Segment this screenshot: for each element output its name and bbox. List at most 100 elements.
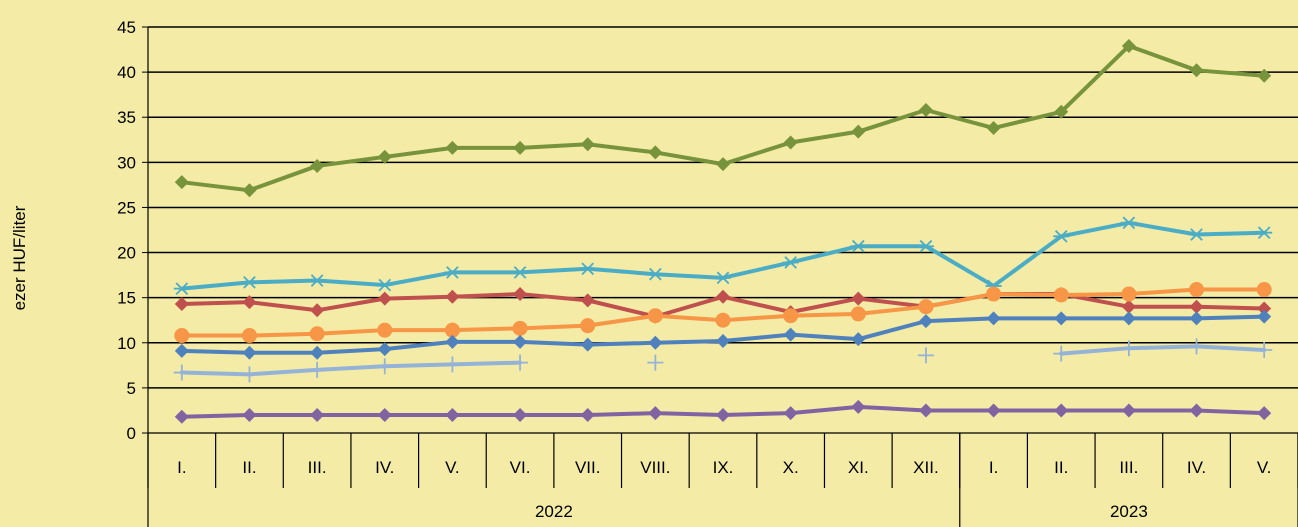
- data-point: [377, 342, 392, 357]
- data-point: [715, 312, 731, 328]
- data-point: [309, 274, 326, 287]
- x-tick-label: III.: [308, 458, 327, 477]
- data-point: [580, 337, 595, 352]
- data-point: [851, 124, 866, 139]
- data-point: [917, 347, 934, 364]
- data-point: [376, 278, 393, 292]
- series-6: [173, 338, 1273, 383]
- data-point: [174, 343, 189, 358]
- axes: [142, 26, 1298, 527]
- x-tick-label: I.: [177, 458, 186, 477]
- y-tick-label: 15: [117, 289, 136, 308]
- data-point: [1053, 229, 1070, 243]
- data-point: [309, 326, 325, 342]
- y-axis-title: ezer HUF/liter: [10, 205, 29, 310]
- y-tick-label: 20: [117, 244, 136, 263]
- data-point: [1121, 311, 1136, 326]
- x-tick-label: IX.: [713, 458, 734, 477]
- data-point: [851, 332, 866, 347]
- series-4: [174, 282, 1272, 344]
- x-tick-label: I.: [989, 458, 998, 477]
- data-point: [1054, 403, 1069, 418]
- data-point: [716, 333, 730, 348]
- data-point: [783, 327, 798, 342]
- data-point: [512, 266, 529, 279]
- data-point: [376, 358, 393, 375]
- y-tick-label: 10: [117, 334, 136, 353]
- data-point: [377, 322, 393, 338]
- x-tick-label: IV.: [375, 458, 394, 477]
- data-point: [242, 345, 257, 360]
- data-point: [986, 286, 1002, 302]
- data-point: [174, 328, 190, 344]
- data-point: [1256, 341, 1273, 358]
- data-point: [513, 140, 528, 155]
- data-point: [716, 407, 730, 422]
- data-point: [580, 318, 596, 334]
- y-tick-label: 35: [117, 108, 136, 127]
- x-tick-label: X.: [783, 458, 799, 477]
- data-point: [1121, 403, 1136, 418]
- x-tick-label: III.: [1119, 458, 1138, 477]
- data-point: [444, 356, 461, 373]
- series-5: [174, 309, 1272, 360]
- data-point: [648, 145, 663, 160]
- data-point: [716, 289, 730, 304]
- y-tick-label: 45: [117, 18, 136, 37]
- data-point: [1189, 282, 1205, 298]
- data-point: [783, 406, 798, 421]
- series-1: [174, 38, 1272, 198]
- data-point: [173, 282, 190, 295]
- data-point: [1189, 63, 1204, 78]
- data-point: [1257, 68, 1272, 83]
- x-tick-label: V.: [1257, 458, 1272, 477]
- data-point: [1257, 301, 1272, 316]
- data-point: [918, 314, 933, 329]
- data-point: [647, 308, 663, 324]
- data-point: [647, 267, 664, 281]
- data-point: [1257, 309, 1272, 324]
- data-point: [445, 289, 460, 304]
- data-point: [986, 311, 1001, 326]
- data-point: [1188, 228, 1205, 241]
- data-point: [445, 334, 460, 349]
- data-point: [309, 361, 326, 378]
- data-point: [310, 407, 325, 422]
- data-point: [513, 334, 528, 349]
- data-point: [310, 158, 325, 173]
- data-point: [918, 403, 933, 418]
- data-point: [241, 366, 258, 383]
- axis-labels: 0 5 10 15 20 25 30 35 40 45 I. II. III. IV. V. VI. VII. V…: [117, 18, 1271, 521]
- data-point: [579, 262, 596, 276]
- data-point: [1121, 38, 1136, 53]
- data-point: [174, 175, 189, 190]
- data-point: [173, 364, 190, 381]
- data-point: [1257, 406, 1272, 421]
- data-point: [1053, 345, 1070, 362]
- y-tick-label: 25: [117, 198, 136, 217]
- x-tick-label: VII.: [575, 458, 601, 477]
- data-point: [241, 328, 257, 344]
- x-tick-label: IV.: [1187, 458, 1206, 477]
- data-point: [174, 409, 189, 424]
- data-point: [850, 239, 867, 253]
- data-point: [648, 406, 663, 421]
- y-tick-label: 40: [117, 63, 136, 82]
- series-line: [1059, 344, 1267, 356]
- data-point: [1121, 299, 1136, 314]
- data-point: [918, 299, 934, 315]
- data-point: [310, 345, 325, 360]
- data-point: [1120, 216, 1137, 230]
- data-point: [647, 354, 664, 371]
- data-point: [918, 103, 933, 118]
- data-point: [513, 287, 528, 302]
- data-point: [782, 256, 799, 269]
- y-tick-label: 30: [117, 153, 136, 172]
- data-point: [986, 121, 1001, 136]
- data-point: [241, 276, 258, 289]
- data-point: [445, 140, 460, 155]
- data-point: [580, 293, 595, 308]
- data-point: [512, 320, 528, 336]
